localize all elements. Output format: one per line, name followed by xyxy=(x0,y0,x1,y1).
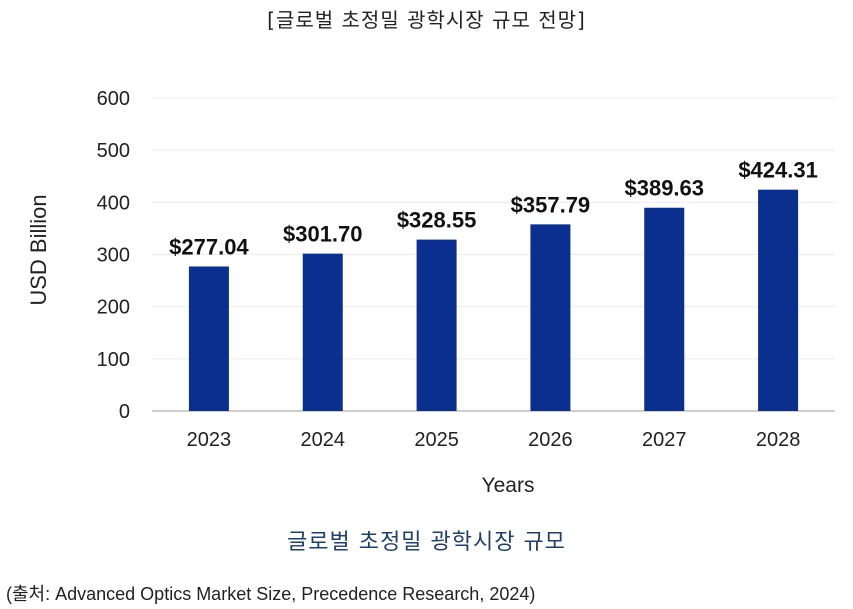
y-tick-label: 400 xyxy=(97,192,130,214)
chart-caption: 글로벌 초정밀 광학시장 규모 xyxy=(287,530,566,555)
y-tick-label: 100 xyxy=(97,349,130,371)
bar-2023 xyxy=(188,266,229,411)
bar-2024 xyxy=(302,253,343,411)
data-label: $389.63 xyxy=(624,176,704,201)
y-axis-label: USD Billion xyxy=(26,194,51,305)
source-note: (출처: Advanced Optics Market Size, Preced… xyxy=(6,584,536,604)
bar-2027 xyxy=(644,207,685,411)
x-tick-label: 2023 xyxy=(187,429,232,451)
x-tick-label: 2028 xyxy=(756,429,801,451)
bar-2025 xyxy=(416,239,457,411)
page-title: [글로벌 초정밀 광학시장 규모 전망] xyxy=(267,8,586,32)
x-tick-label: 2027 xyxy=(642,429,687,451)
x-axis-label: Years xyxy=(482,474,535,497)
x-tick-label: 2024 xyxy=(301,429,346,451)
data-label: $424.31 xyxy=(738,158,818,183)
data-label: $357.79 xyxy=(511,192,591,217)
y-tick-label: 600 xyxy=(97,88,130,110)
y-tick-label: 500 xyxy=(97,140,130,162)
x-tick-label: 2025 xyxy=(414,429,459,451)
bar-2026 xyxy=(530,224,571,411)
y-tick-label: 0 xyxy=(119,401,130,423)
data-label: $328.55 xyxy=(397,208,477,233)
y-tick-label: 200 xyxy=(97,297,130,319)
data-label: $301.70 xyxy=(283,222,363,247)
y-tick-label: 300 xyxy=(97,245,130,267)
x-tick-label: 2026 xyxy=(528,429,573,451)
bar-2028 xyxy=(758,189,799,411)
bar-chart: 0 100 200 300 400 500 600 $277.04 $301.70 $328.5… xyxy=(26,88,835,497)
data-label: $277.04 xyxy=(169,234,249,259)
